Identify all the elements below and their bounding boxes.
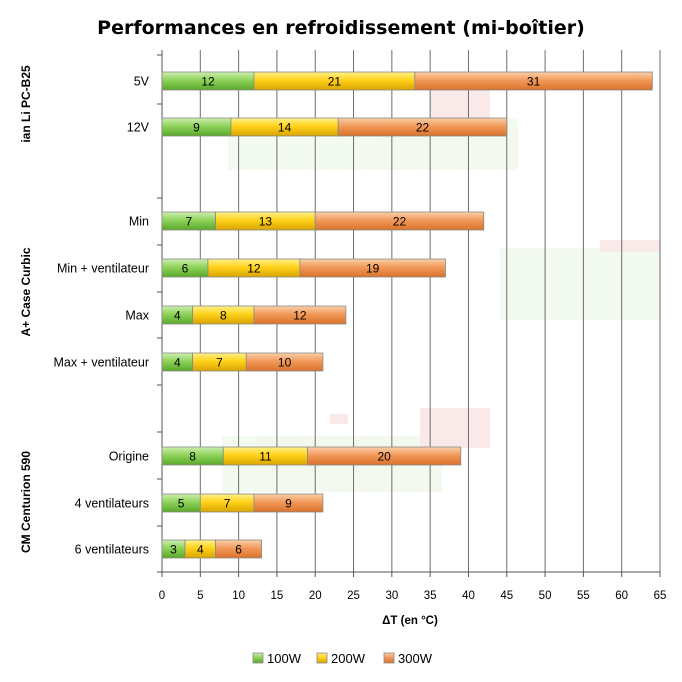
- x-tick-label: 20: [309, 590, 322, 602]
- category-labels: 5V 12V Min Min + ventilateur Max Max + ventil…: [53, 75, 149, 557]
- bar-300w: [314, 211, 485, 231]
- data-label: 20: [378, 450, 392, 464]
- x-tick-label: 25: [347, 590, 360, 602]
- data-label: 6: [182, 262, 189, 276]
- x-tick-label: 60: [615, 590, 628, 602]
- group-label: A+ Case Curbic: [19, 247, 33, 336]
- group-label: CM Centurion 590: [19, 451, 33, 553]
- data-label: 19: [366, 262, 380, 276]
- data-label: 4: [197, 543, 204, 557]
- data-label: 21: [328, 75, 342, 89]
- data-label: 8: [189, 450, 196, 464]
- gridlines: [157, 50, 661, 577]
- category-label: 4 ventilateurs: [75, 497, 149, 511]
- legend-swatch: [316, 652, 328, 664]
- legend-label: 100W: [267, 651, 302, 666]
- category-label: Max: [125, 309, 149, 323]
- data-label: 11: [259, 450, 272, 464]
- x-tick-label: 0: [159, 590, 165, 602]
- data-label: 12: [247, 262, 261, 276]
- x-tick-label: 5: [197, 590, 203, 602]
- x-tick-labels: 0 5 10 15 20 25 30 35 40 45 50 55 60 65: [159, 590, 667, 602]
- bar-300w: [299, 258, 446, 278]
- category-label: 6 ventilateurs: [75, 543, 149, 557]
- category-label: Min + ventilateur: [57, 262, 149, 276]
- legend-label: 200W: [331, 651, 366, 666]
- category-label: 12V: [127, 121, 150, 135]
- data-label: 9: [193, 121, 200, 135]
- x-tick-label: 10: [232, 590, 245, 602]
- category-label: 5V: [134, 75, 150, 89]
- data-label: 8: [220, 309, 227, 323]
- data-label: 5: [178, 497, 185, 511]
- x-tick-label: 55: [577, 590, 590, 602]
- data-label: 12: [201, 75, 215, 89]
- bar-300w: [337, 117, 508, 137]
- x-tick-label: 35: [424, 590, 437, 602]
- bar-300w: [215, 539, 262, 559]
- legend-label: 300W: [398, 651, 433, 666]
- data-label: 6: [235, 543, 242, 557]
- data-label: 4: [174, 309, 181, 323]
- data-label: 7: [216, 356, 223, 370]
- data-label: 22: [393, 215, 407, 229]
- chart-title: Performances en refroidissement (mi-boît…: [97, 17, 585, 39]
- data-label: 4: [174, 356, 181, 370]
- category-label: Origine: [109, 450, 149, 464]
- x-tick-label: 30: [385, 590, 398, 602]
- x-tick-label: 65: [654, 590, 667, 602]
- bars: 12 21 31 9 14 22 7 13 22 6 12 19 4 8 12 4 7 10 8 11 20 5 7 9 3 4 6: [161, 71, 653, 559]
- data-label: 14: [278, 121, 292, 135]
- group-labels: ian Li PC-B25 A+ Case Curbic CM Centurion …: [19, 65, 33, 553]
- x-tick-label: 45: [500, 590, 513, 602]
- x-axis-label: ΔT (en °C): [382, 615, 438, 627]
- data-label: 12: [293, 309, 307, 323]
- bar-300w: [245, 352, 324, 372]
- watermark-logo: [222, 80, 660, 492]
- legend-swatch: [252, 652, 264, 664]
- data-label: 13: [259, 215, 273, 229]
- bar-300w: [253, 493, 324, 513]
- x-tick-label: 40: [462, 590, 475, 602]
- group-label: ian Li PC-B25: [19, 65, 33, 143]
- x-tick-label: 50: [539, 590, 552, 602]
- bar-300w: [253, 305, 347, 325]
- data-label: 22: [416, 121, 430, 135]
- data-label: 7: [224, 497, 231, 511]
- category-label: Min: [129, 215, 149, 229]
- x-tick-label: 15: [271, 590, 284, 602]
- data-label: 10: [278, 356, 292, 370]
- bar-300w: [414, 71, 653, 91]
- legend-swatch: [383, 652, 395, 664]
- legend: 100W 200W 300W: [252, 651, 433, 666]
- data-label: 7: [185, 215, 192, 229]
- data-label: 31: [527, 75, 541, 89]
- category-label: Max + ventilateur: [53, 356, 149, 370]
- data-label: 3: [170, 543, 177, 557]
- data-label: 9: [285, 497, 292, 511]
- bar-300w: [307, 446, 462, 466]
